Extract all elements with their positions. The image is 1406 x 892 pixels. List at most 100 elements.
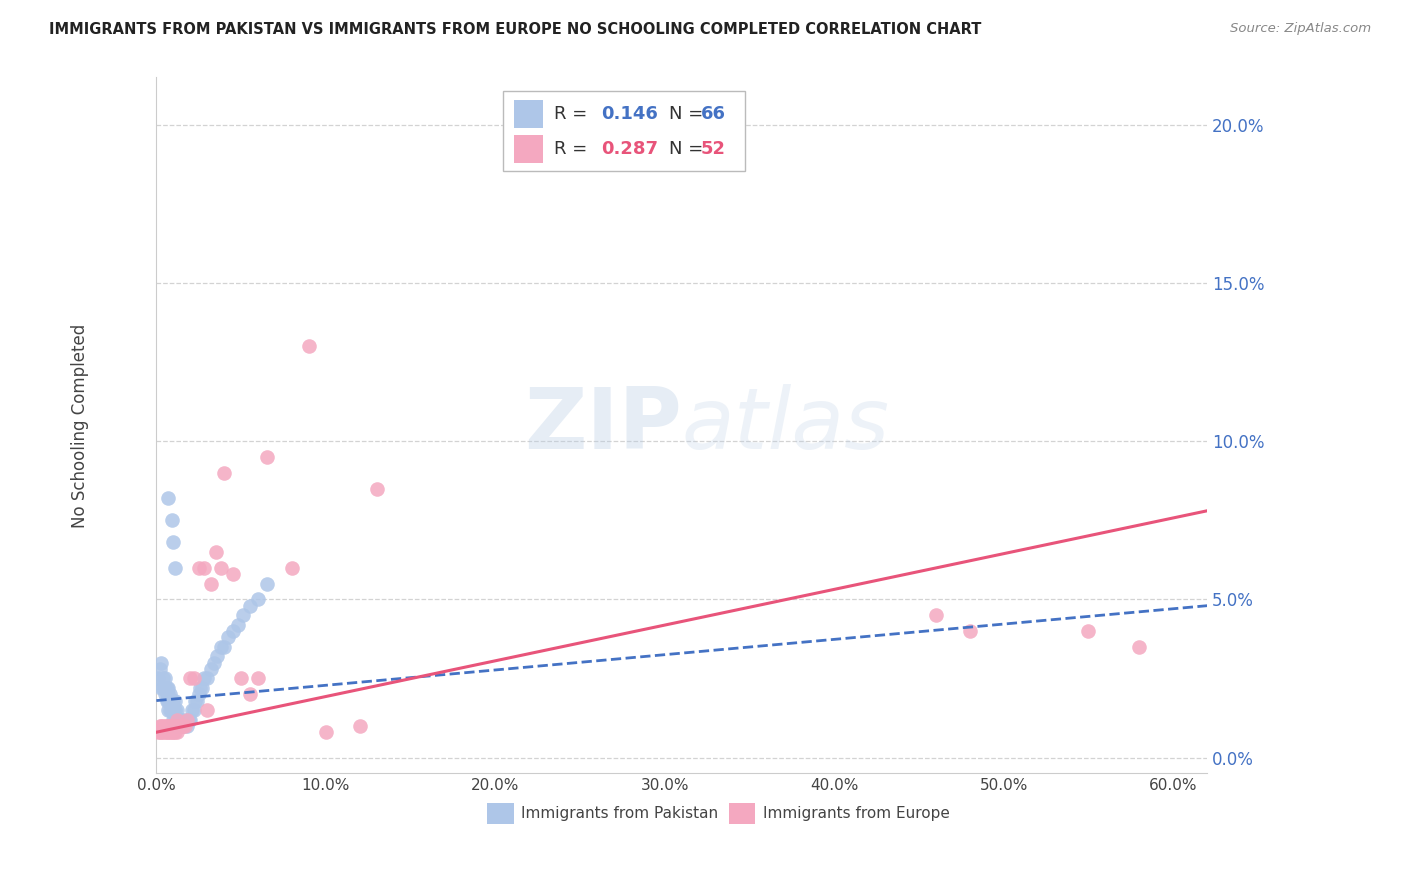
Point (157, 703, 180, 717)
Point (162, 713, 184, 727)
Point (155, 719, 177, 733)
Point (172, 719, 194, 733)
Point (155, 693, 177, 707)
Point (204, 545, 226, 559)
Point (149, 719, 172, 733)
Point (187, 560, 209, 574)
Point (195, 672, 218, 686)
Point (186, 693, 208, 707)
Point (155, 687, 177, 701)
Point (217, 630, 239, 644)
Text: Source: ZipAtlas.com: Source: ZipAtlas.com (1230, 22, 1371, 36)
Point (163, 560, 186, 574)
Text: IMMIGRANTS FROM PAKISTAN VS IMMIGRANTS FROM EUROPE NO SCHOOLING COMPLETED CORREL: IMMIGRANTS FROM PAKISTAN VS IMMIGRANTS F… (49, 22, 981, 37)
Point (167, 719, 190, 733)
Point (146, 672, 169, 686)
Point (153, 719, 176, 733)
Point (209, 560, 232, 574)
Point (221, 567, 243, 582)
Point (207, 649, 229, 664)
Point (153, 672, 176, 686)
Point (170, 719, 193, 733)
Point (160, 725, 183, 739)
Point (200, 662, 222, 676)
Point (152, 725, 174, 739)
Point (152, 719, 174, 733)
Point (159, 693, 181, 707)
FancyBboxPatch shape (730, 804, 755, 824)
Point (157, 693, 180, 707)
Text: R =: R = (554, 140, 592, 158)
Point (160, 703, 183, 717)
Point (150, 719, 173, 733)
Point (162, 693, 184, 707)
Point (153, 687, 176, 701)
Point (247, 592, 270, 607)
Point (247, 672, 270, 686)
Point (256, 450, 278, 464)
Point (166, 713, 188, 727)
Point (187, 687, 209, 701)
Text: Immigrants from Pakistan: Immigrants from Pakistan (522, 806, 718, 822)
Point (163, 703, 186, 717)
Point (162, 535, 184, 549)
Point (239, 599, 262, 613)
Point (1128, 640, 1150, 654)
Point (152, 672, 174, 686)
Point (183, 703, 205, 717)
FancyBboxPatch shape (503, 91, 745, 171)
Text: N =: N = (669, 104, 709, 123)
FancyBboxPatch shape (488, 804, 513, 824)
Point (146, 725, 169, 739)
Point (162, 703, 184, 717)
Point (155, 725, 177, 739)
Point (179, 713, 201, 727)
Point (298, 339, 321, 353)
Point (174, 713, 197, 727)
Point (160, 693, 183, 707)
Point (190, 681, 212, 695)
Text: ZIP: ZIP (524, 384, 682, 467)
Text: Immigrants from Europe: Immigrants from Europe (762, 806, 949, 822)
Point (159, 703, 181, 717)
Point (193, 560, 215, 574)
FancyBboxPatch shape (513, 135, 543, 163)
Point (163, 725, 186, 739)
Point (281, 560, 304, 574)
Point (160, 719, 183, 733)
Point (1077, 624, 1099, 638)
Point (150, 681, 173, 695)
Point (153, 681, 176, 695)
Point (163, 719, 186, 733)
Point (160, 513, 183, 527)
Point (200, 576, 222, 591)
Point (163, 713, 186, 727)
Y-axis label: No Schooling Completed: No Schooling Completed (72, 323, 89, 527)
Point (925, 608, 948, 623)
Point (162, 719, 184, 733)
Point (226, 617, 249, 632)
Point (157, 491, 180, 505)
Point (239, 687, 262, 701)
Point (172, 719, 194, 733)
Point (157, 725, 180, 739)
Point (181, 703, 204, 717)
Point (170, 719, 193, 733)
Point (166, 719, 188, 733)
Point (157, 719, 180, 733)
Point (149, 725, 172, 739)
Point (209, 640, 232, 654)
Point (159, 719, 181, 733)
Point (155, 681, 177, 695)
Point (159, 687, 181, 701)
Point (176, 713, 198, 727)
Point (256, 576, 278, 591)
Point (183, 672, 205, 686)
Point (212, 466, 235, 480)
Text: 0.146: 0.146 (600, 104, 658, 123)
Point (174, 719, 197, 733)
Point (150, 725, 173, 739)
Point (202, 656, 225, 670)
Point (169, 713, 191, 727)
Point (166, 703, 188, 717)
